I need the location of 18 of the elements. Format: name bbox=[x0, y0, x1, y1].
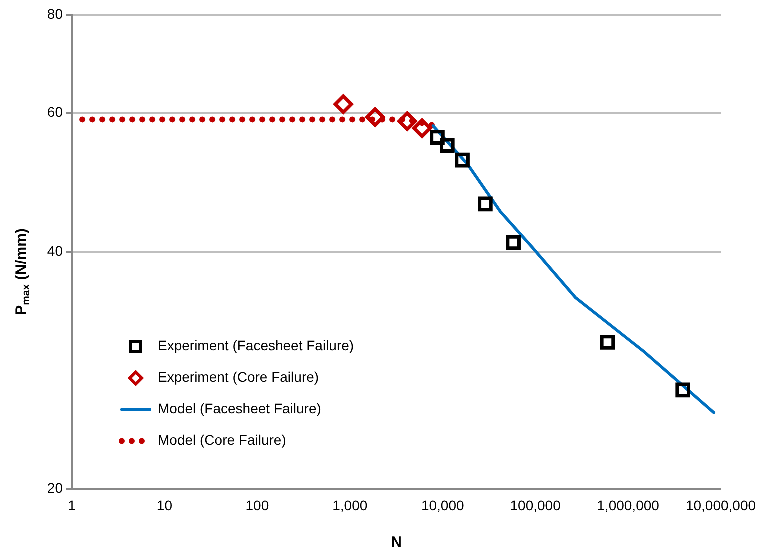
x-tick-label: 1,000,000 bbox=[597, 497, 660, 514]
y-axis-title: Pmax (N/mm) bbox=[13, 228, 32, 316]
x-tick-label: 100,000 bbox=[510, 497, 562, 514]
x-tick-label: 10 bbox=[156, 497, 173, 514]
legend-label: Model (Core Failure) bbox=[158, 432, 286, 448]
x-axis-title: N bbox=[391, 534, 402, 552]
y-tick-label: 40 bbox=[47, 242, 64, 259]
y-tick-label: 80 bbox=[47, 6, 64, 22]
x-tick-label: 100 bbox=[246, 497, 270, 514]
legend-label: Experiment (Core Failure) bbox=[158, 369, 320, 386]
x-tick-label: 10,000 bbox=[421, 497, 464, 514]
legend-label: Experiment (Facesheet Failure) bbox=[158, 338, 354, 354]
x-tick-label: 1 bbox=[68, 497, 76, 514]
x-tick-label: 1,000 bbox=[332, 497, 368, 514]
y-tick-label: 60 bbox=[47, 104, 64, 120]
legend-label: Model (Facesheet Failure) bbox=[158, 400, 322, 417]
x-tick-label: 10,000,000 bbox=[686, 497, 756, 514]
y-tick-label: 20 bbox=[47, 480, 64, 496]
